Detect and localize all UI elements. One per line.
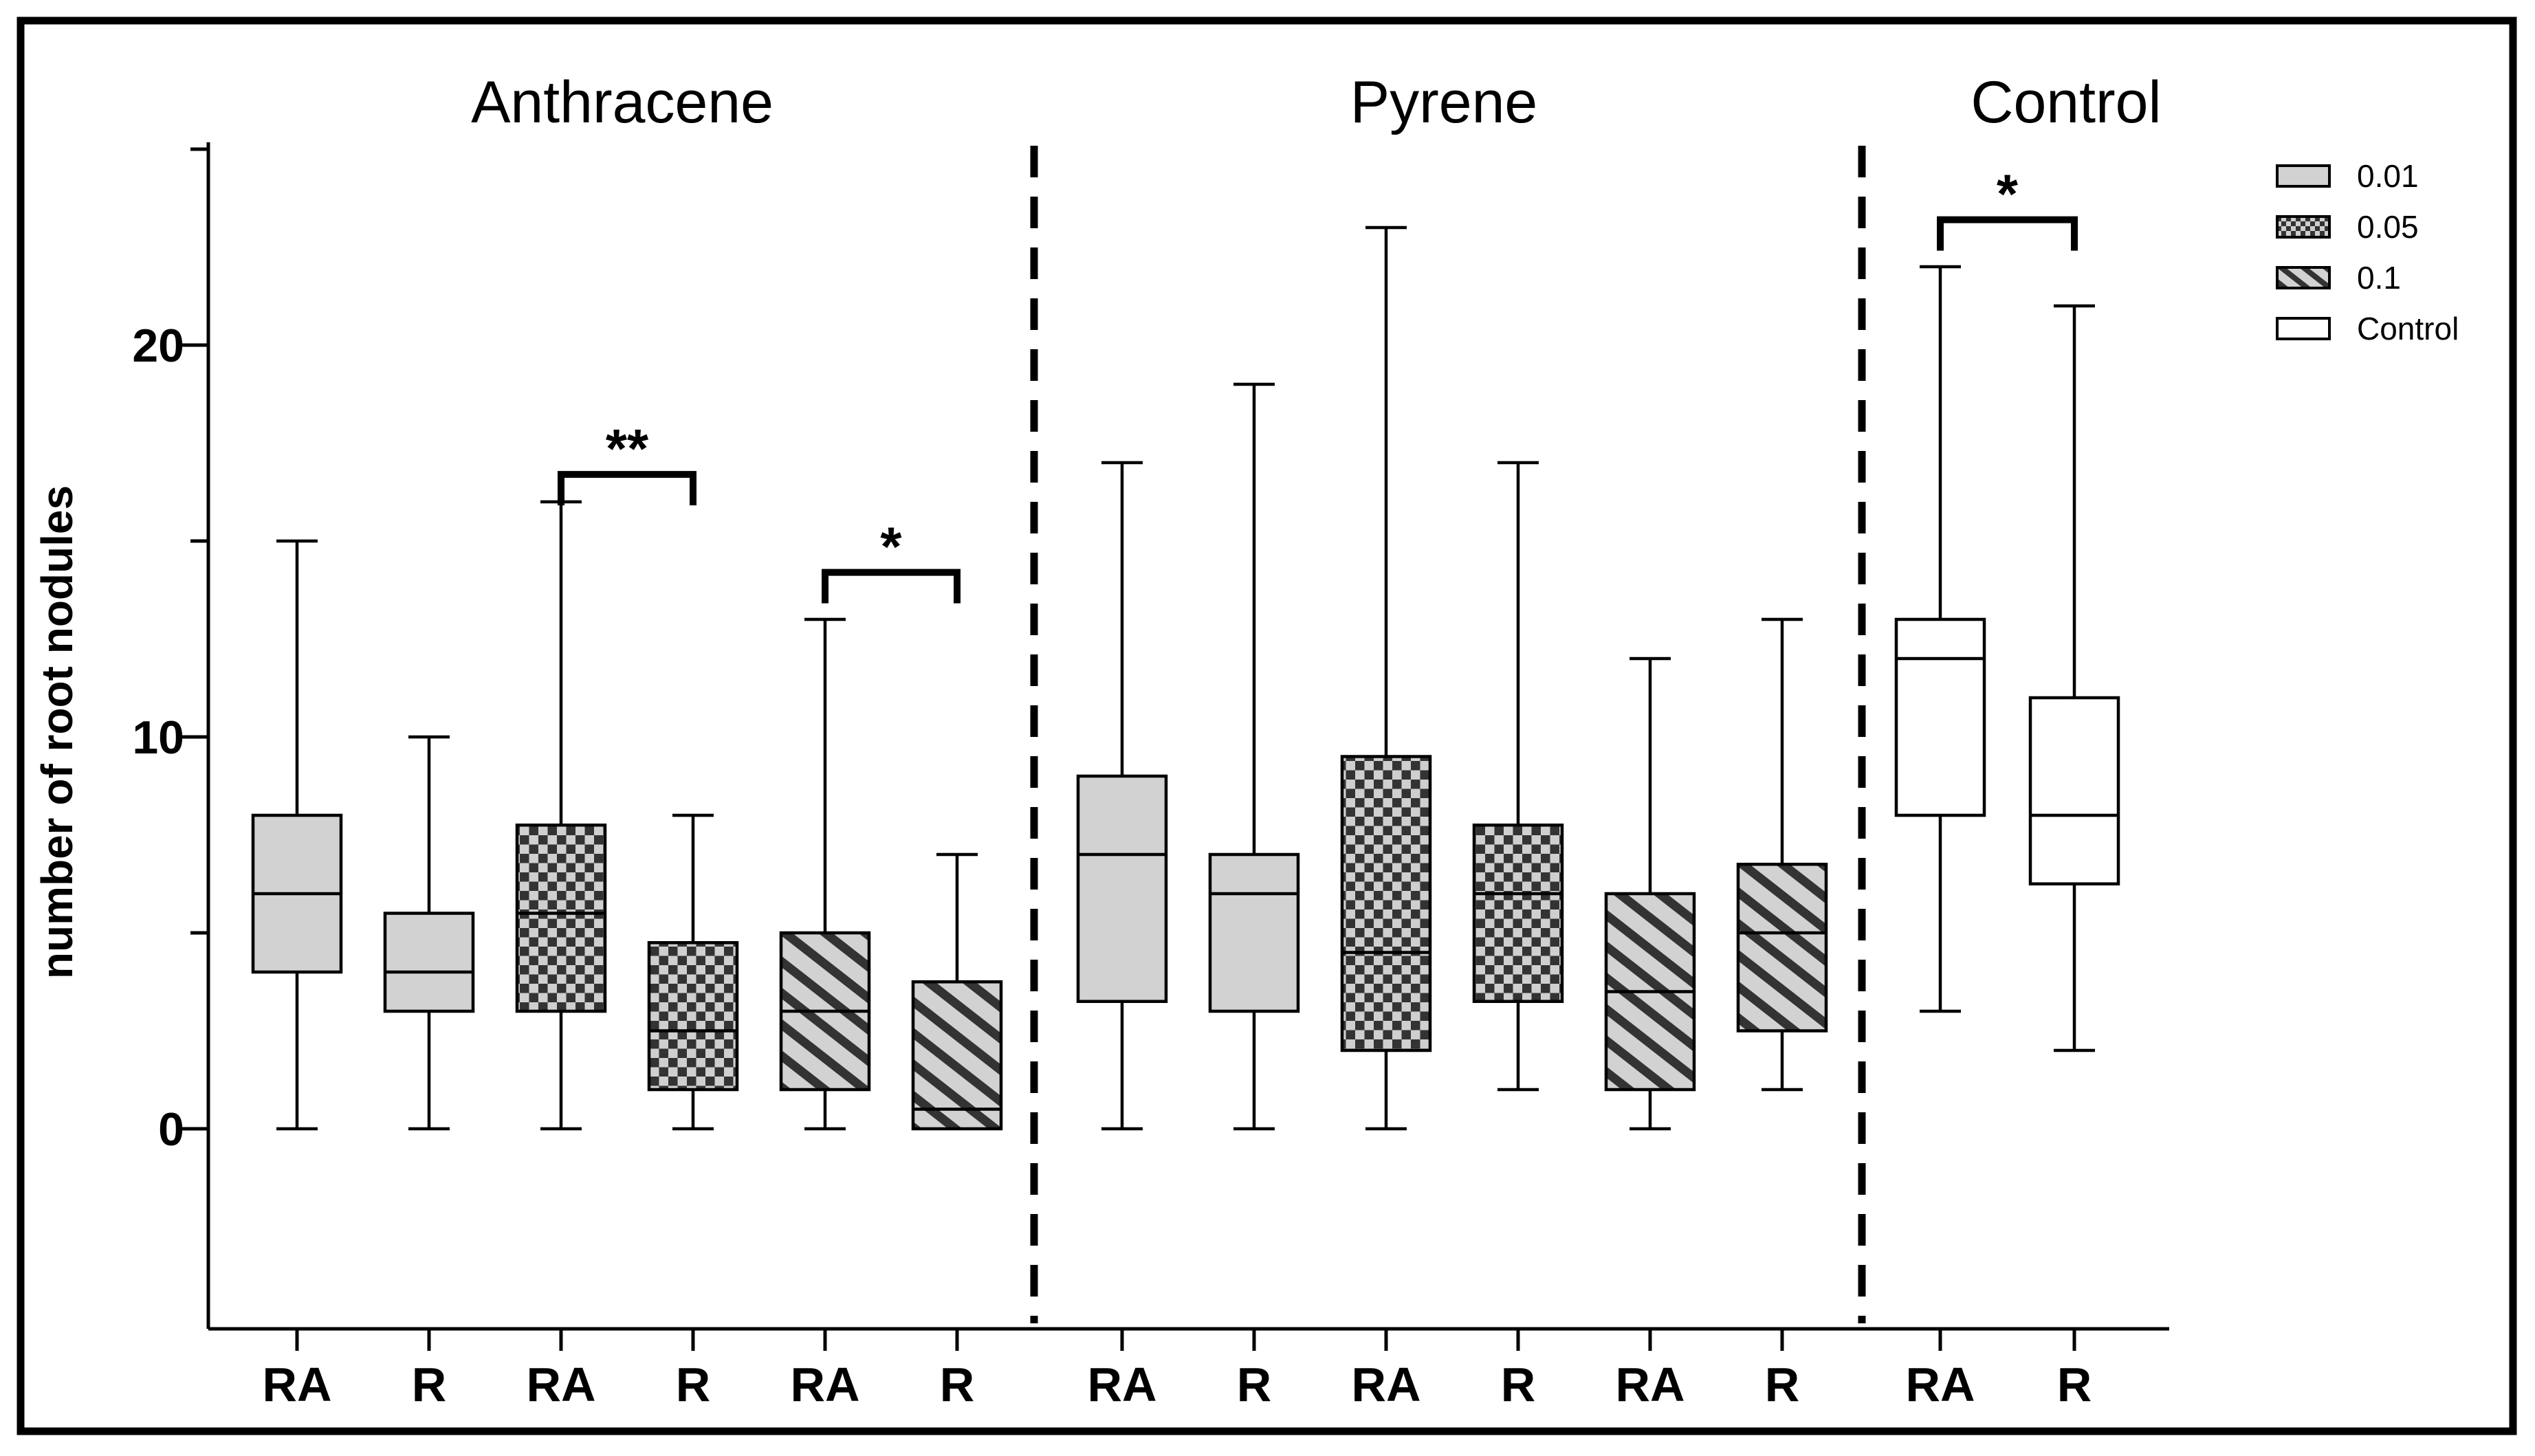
legend-label: 0.1 — [2357, 260, 2401, 296]
legend-label: Control — [2357, 311, 2459, 346]
x-tick-label: R — [676, 1358, 711, 1411]
x-tick-label: RA — [1351, 1358, 1420, 1411]
x-tick-label: RA — [262, 1358, 331, 1411]
box-pyrene-r-0.01 — [1208, 852, 1300, 1013]
section-title: Pyrene — [1350, 69, 1538, 135]
legend-label: 0.05 — [2357, 209, 2419, 245]
section-title: Anthracene — [471, 69, 773, 135]
box-control-ra-Control — [1894, 617, 1986, 817]
legend-swatch-control — [2276, 317, 2331, 340]
box-anthracene-r-0.05 — [647, 941, 739, 1092]
x-tick-label: RA — [526, 1358, 595, 1411]
box-anthracene-ra-0.05 — [515, 824, 607, 1013]
significance-label: ** — [606, 418, 649, 479]
significance-bracket — [1937, 216, 2078, 251]
box-control-r-Control — [2028, 696, 2120, 885]
y-tick-label: 0 — [158, 1103, 184, 1156]
y-tick-label: 10 — [132, 712, 184, 764]
x-tick-label: R — [1765, 1358, 1800, 1411]
x-tick-label: RA — [1615, 1358, 1684, 1411]
box-pyrene-r-0.05 — [1472, 824, 1564, 1003]
x-tick-label: RA — [790, 1358, 859, 1411]
significance-label: * — [1997, 164, 2019, 225]
significance-bracket — [558, 471, 696, 506]
figure-border — [17, 16, 2517, 1435]
y-tick-label: 20 — [132, 320, 184, 372]
x-tick-label: RA — [1087, 1358, 1156, 1411]
box-anthracene-r-0.01 — [383, 912, 475, 1013]
x-tick-label: R — [940, 1358, 975, 1411]
legend-swatch-0.05 — [2276, 215, 2331, 239]
box-pyrene-ra-0.05 — [1340, 755, 1432, 1052]
box-anthracene-r-0.1 — [911, 980, 1003, 1131]
legend-swatch-0.01 — [2276, 164, 2331, 188]
x-tick-label: RA — [1905, 1358, 1975, 1411]
legend-label: 0.01 — [2357, 158, 2419, 194]
section-title: Control — [1971, 69, 2161, 135]
box-pyrene-r-0.1 — [1736, 863, 1828, 1033]
y-axis-title: number of root nodules — [32, 485, 82, 979]
x-tick-label: R — [2057, 1358, 2092, 1411]
x-tick-label: R — [1237, 1358, 1272, 1411]
significance-label: * — [880, 516, 902, 577]
x-tick-label: R — [1501, 1358, 1536, 1411]
legend-swatch-0.1 — [2276, 266, 2331, 289]
box-pyrene-ra-0.01 — [1076, 774, 1168, 1003]
x-tick-label: R — [412, 1358, 447, 1411]
significance-bracket — [822, 569, 961, 604]
